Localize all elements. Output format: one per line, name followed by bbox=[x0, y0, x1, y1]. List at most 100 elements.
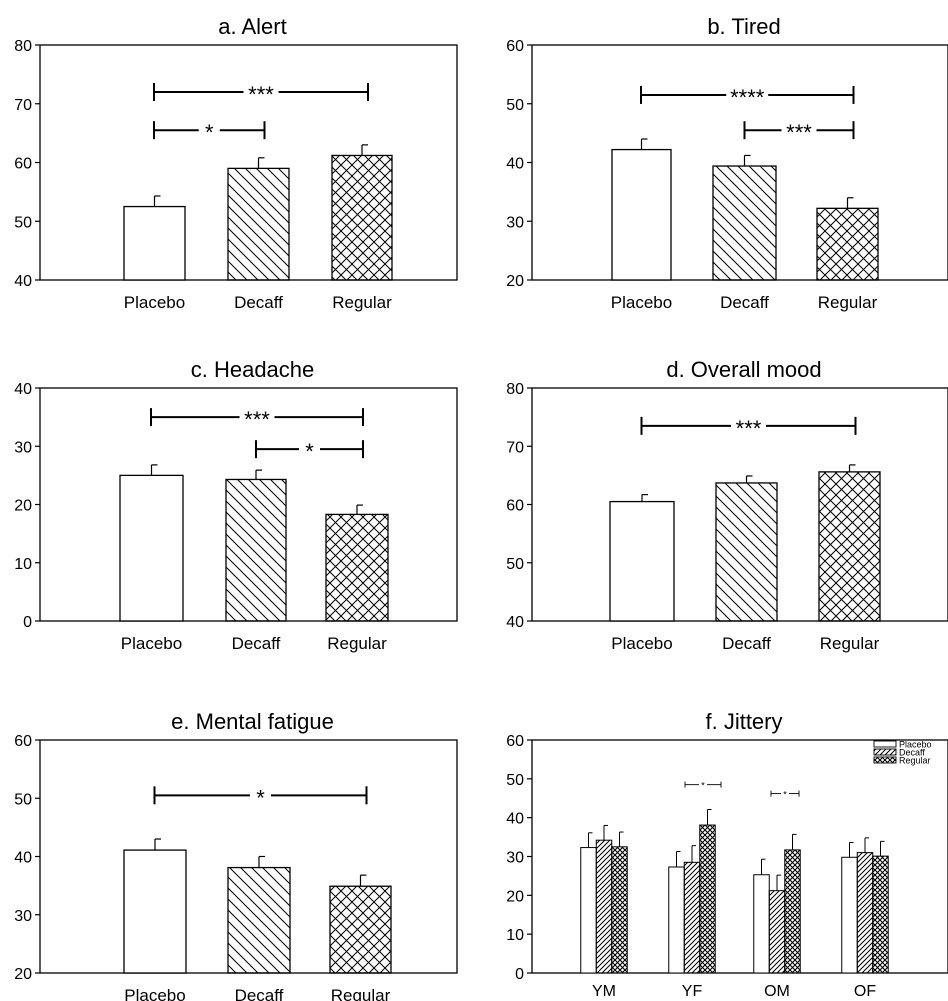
bar bbox=[683, 861, 701, 974]
x-tick-label: Regular bbox=[327, 634, 387, 653]
legend-label: Decaff bbox=[899, 748, 925, 758]
significance-label: * bbox=[305, 439, 314, 464]
y-tick-label: 60 bbox=[14, 733, 32, 750]
y-tick-label: 0 bbox=[515, 966, 524, 983]
x-tick-label: Placebo bbox=[611, 634, 672, 653]
significance-label: **** bbox=[730, 85, 765, 110]
bar bbox=[816, 207, 879, 281]
x-tick-label: Placebo bbox=[124, 293, 185, 312]
y-tick-label: 40 bbox=[14, 850, 32, 867]
bar bbox=[699, 824, 716, 974]
y-tick-label: 40 bbox=[14, 273, 32, 290]
chart-f: f. Jittery 0 10 20 30 40 50 60 YM YF OM OF * * Placebo… bbox=[506, 709, 948, 1000]
significance-bracket: * bbox=[153, 785, 368, 810]
significance-label: * bbox=[701, 781, 705, 791]
x-tick-label: Regular bbox=[332, 293, 392, 312]
significance-label: *** bbox=[248, 82, 274, 107]
significance-label: * bbox=[205, 120, 214, 145]
significance-bracket: * bbox=[684, 781, 722, 791]
bar bbox=[609, 500, 675, 622]
y-tick-label: 80 bbox=[506, 381, 524, 398]
bar bbox=[611, 846, 628, 974]
y-tick-label: 80 bbox=[14, 38, 32, 55]
y-tick-label: 50 bbox=[506, 556, 524, 573]
x-tick-label: Decaff bbox=[232, 634, 281, 653]
significance-bracket: * bbox=[153, 120, 266, 145]
y-tick-label: 40 bbox=[506, 811, 524, 828]
x-tick-label: Placebo bbox=[611, 293, 672, 312]
bar bbox=[668, 866, 685, 974]
y-tick-label: 40 bbox=[506, 614, 524, 631]
significance-label: *** bbox=[786, 120, 812, 145]
y-tick-label: 50 bbox=[506, 772, 524, 789]
bar bbox=[331, 154, 393, 281]
y-tick-label: 50 bbox=[506, 97, 524, 114]
significance-bracket: *** bbox=[640, 416, 857, 441]
x-tick-label: Regular bbox=[818, 293, 878, 312]
y-tick-label: 50 bbox=[14, 791, 32, 808]
significance-bracket: * bbox=[770, 790, 800, 800]
bar bbox=[872, 855, 889, 974]
legend-label: Regular bbox=[899, 756, 931, 766]
y-tick-label: 50 bbox=[14, 214, 32, 231]
legend-swatch bbox=[873, 740, 897, 748]
y-tick-label: 20 bbox=[506, 273, 524, 290]
chart-c: c. Headache 0 10 20 30 40 Placebo Decaff Regular… bbox=[14, 357, 458, 653]
y-tick-label: 60 bbox=[506, 498, 524, 515]
y-tick-label: 10 bbox=[506, 927, 524, 944]
significance-label: *** bbox=[244, 407, 270, 432]
x-tick-label: Decaff bbox=[235, 986, 284, 1001]
significance-bracket: *** bbox=[150, 407, 364, 432]
chart-e: e. Mental fatigue 20 30 40 50 60 Placebo Decaff… bbox=[14, 709, 458, 1001]
bar bbox=[227, 866, 291, 974]
x-tick-label: Decaff bbox=[234, 293, 283, 312]
bar bbox=[225, 478, 287, 622]
y-tick-label: 0 bbox=[23, 614, 32, 631]
x-tick-label: YF bbox=[682, 983, 703, 1000]
x-tick-label: OF bbox=[854, 983, 876, 1000]
y-tick-label: 40 bbox=[506, 156, 524, 173]
y-tick-label: 30 bbox=[14, 439, 32, 456]
y-tick-label: 20 bbox=[14, 966, 32, 983]
bar bbox=[712, 165, 777, 281]
significance-label: * bbox=[256, 785, 265, 810]
bar bbox=[227, 167, 290, 281]
bar bbox=[715, 482, 778, 622]
legend-swatch bbox=[873, 756, 897, 764]
significance-bracket: *** bbox=[153, 82, 369, 107]
chart-title: b. Tired bbox=[707, 14, 780, 39]
y-tick-label: 20 bbox=[14, 498, 32, 515]
chart-title: c. Headache bbox=[191, 357, 315, 382]
x-tick-label: Placebo bbox=[124, 986, 185, 1001]
y-tick-label: 20 bbox=[506, 888, 524, 905]
x-tick-label: YM bbox=[592, 983, 616, 1000]
legend-swatch bbox=[873, 748, 897, 756]
y-tick-label: 10 bbox=[14, 556, 32, 573]
x-tick-label: Regular bbox=[331, 986, 391, 1001]
x-tick-label: OM bbox=[764, 983, 790, 1000]
y-tick-label: 30 bbox=[506, 850, 524, 867]
x-tick-label: Decaff bbox=[722, 634, 771, 653]
bar bbox=[841, 856, 858, 974]
significance-label: * bbox=[783, 790, 787, 800]
y-tick-label: 60 bbox=[506, 733, 524, 750]
bar bbox=[784, 849, 801, 974]
bar bbox=[123, 849, 187, 974]
y-tick-label: 60 bbox=[14, 156, 32, 173]
bar bbox=[580, 847, 597, 974]
bar bbox=[768, 890, 786, 974]
bar bbox=[856, 852, 874, 974]
legend-label: Placebo bbox=[899, 740, 932, 750]
chart-b: b. Tired 20 30 40 50 60 Placebo Decaff Regular **… bbox=[506, 14, 948, 312]
y-tick-label: 30 bbox=[506, 214, 524, 231]
y-tick-label: 70 bbox=[506, 439, 524, 456]
bar bbox=[329, 885, 392, 974]
x-tick-label: Regular bbox=[820, 634, 880, 653]
chart-title: a. Alert bbox=[218, 14, 286, 39]
y-tick-label: 70 bbox=[14, 97, 32, 114]
bar bbox=[595, 839, 613, 974]
x-tick-label: Placebo bbox=[121, 634, 182, 653]
